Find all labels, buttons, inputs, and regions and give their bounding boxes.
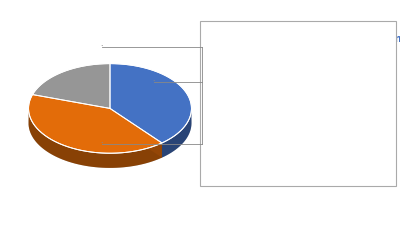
Text: Sources of Nitrogen Oxides Emissions:: Sources of Nitrogen Oxides Emissions:	[208, 34, 400, 44]
Text: •: •	[101, 142, 103, 146]
Polygon shape	[110, 108, 162, 158]
Ellipse shape	[28, 78, 192, 168]
Polygon shape	[110, 108, 162, 158]
Polygon shape	[32, 64, 110, 108]
Text: Other Mobile Sources: Other Mobile Sources	[208, 100, 310, 109]
Text: •: •	[101, 45, 103, 49]
Polygon shape	[162, 109, 192, 158]
Text: 39%: 39%	[369, 80, 390, 89]
Text: 41%: 41%	[369, 100, 390, 109]
Polygon shape	[110, 64, 192, 143]
Text: 20%: 20%	[369, 120, 390, 129]
Text: On-Road Vehicles: On-Road Vehicles	[208, 80, 291, 89]
Text: •: •	[153, 80, 155, 84]
Polygon shape	[28, 110, 162, 168]
Text: Stationary and Area Sources: Stationary and Area Sources	[208, 120, 344, 129]
Polygon shape	[28, 94, 162, 153]
